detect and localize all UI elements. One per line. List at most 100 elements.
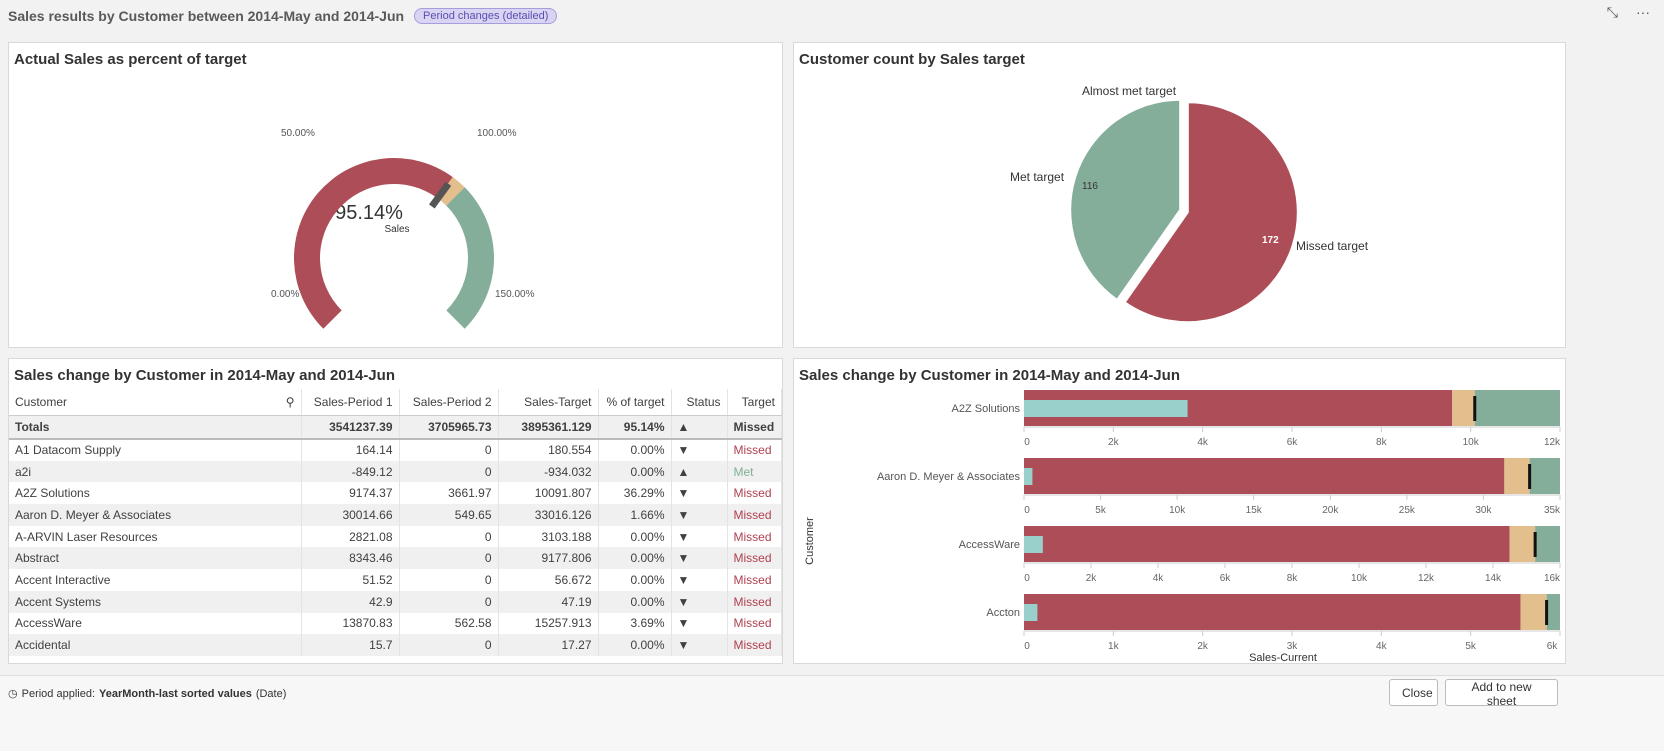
cell: 9174.37 xyxy=(301,482,400,505)
cell: ▼ xyxy=(671,439,728,461)
header: Sales results by Customer between 2014-M… xyxy=(8,6,558,26)
cell: A2Z Solutions xyxy=(9,482,302,505)
bullet-target-marker xyxy=(1545,600,1549,625)
cell: 30014.66 xyxy=(301,504,400,526)
cell: 0.00% xyxy=(598,547,672,570)
col-target[interactable]: Sales-Target xyxy=(498,389,599,416)
gauge-band xyxy=(437,177,465,206)
cell: 2821.08 xyxy=(301,525,400,548)
cell: 0.00% xyxy=(598,525,672,548)
cell: -849.12 xyxy=(301,460,400,483)
bullet-title: Sales change by Customer in 2014-May and… xyxy=(799,367,1180,384)
collapse-icon[interactable]: ⤡ xyxy=(1606,4,1618,20)
page-title: Sales results by Customer between 2014-M… xyxy=(8,8,405,24)
x-tick-label: 10k xyxy=(1169,505,1186,516)
cell: -934.032 xyxy=(498,460,599,483)
table-row[interactable]: A-ARVIN Laser Resources 2821.08 0 3103.188 0… xyxy=(9,525,782,548)
x-tick-label: 15k xyxy=(1246,505,1263,516)
cell: 549.65 xyxy=(399,504,499,526)
cell: 562.58 xyxy=(399,612,499,635)
x-tick-label: 20k xyxy=(1322,505,1339,516)
cell: AccessWare xyxy=(9,612,302,635)
search-icon[interactable]: ⚲ xyxy=(285,394,295,409)
bullet-chart: A2Z Solutions 0 2k 4k 6k 8k 10k 12k Aaron D. Mey… xyxy=(804,390,1561,663)
cell: 0.00% xyxy=(598,634,672,656)
cell: ▼ xyxy=(671,547,728,570)
cell: A1 Datacom Supply xyxy=(9,439,302,461)
x-tick-label: 2k xyxy=(1108,437,1120,448)
table-row[interactable]: Accent Systems 42.9 0 47.19 0.00% ▼ Missed xyxy=(9,590,782,613)
cell: Accidental xyxy=(9,634,302,656)
cell: Missed xyxy=(727,504,782,526)
cell: 0.00% xyxy=(598,460,672,483)
sales-table: Customer ⚲ Sales-Period 1 Sales-Period 2 … xyxy=(9,389,782,656)
bullet-category-label: A2Z Solutions xyxy=(952,403,1021,415)
table-row[interactable]: Accidental 15.7 0 17.27 0.00% ▼ Missed xyxy=(9,634,782,656)
table-row[interactable]: A1 Datacom Supply 164.14 0 180.554 0.00% ▼ Mis… xyxy=(9,439,782,461)
more-icon[interactable]: ··· xyxy=(1636,4,1650,20)
cell: 42.9 xyxy=(301,590,400,613)
table-row[interactable]: Accent Interactive 51.52 0 56.672 0.00% ▼ Miss… xyxy=(9,569,782,591)
table-row[interactable]: Abstract 8343.46 0 9177.806 0.00% ▼ Missed xyxy=(9,547,782,570)
cell: 51.52 xyxy=(301,569,400,591)
col-period2[interactable]: Sales-Period 2 xyxy=(399,389,499,416)
x-tick-label: 6k xyxy=(1547,641,1559,652)
cell: 0 xyxy=(399,569,499,591)
cell: 3895361.129 xyxy=(498,415,599,440)
col-customer[interactable]: Customer ⚲ xyxy=(9,389,302,416)
bullet-category-label: AccessWare xyxy=(959,539,1020,551)
close-button[interactable]: Close xyxy=(1389,679,1438,706)
gauge-band xyxy=(446,187,494,329)
col-status[interactable]: Status xyxy=(671,389,728,416)
period-badge[interactable]: Period changes (detailed) xyxy=(414,8,558,24)
table-row[interactable]: Aaron D. Meyer & Associates 30014.66 549.6… xyxy=(9,504,782,526)
col-period1[interactable]: Sales-Period 1 xyxy=(301,389,400,416)
bullet-range-missed xyxy=(1024,458,1505,494)
cell: ▲ xyxy=(671,415,728,440)
cell: 0 xyxy=(399,547,499,570)
gauge-band xyxy=(294,158,453,329)
cell: a2i xyxy=(9,460,302,483)
cell: 95.14% xyxy=(598,415,672,440)
gauge-tick: 150.00% xyxy=(495,289,535,300)
gauge-panel: Actual Sales as percent of target 95.14%… xyxy=(8,42,783,348)
cell: 56.672 xyxy=(498,569,599,591)
cell: 0.00% xyxy=(598,439,672,461)
col-pct[interactable]: % of target xyxy=(598,389,672,416)
totals-row[interactable]: Totals 3541237.39 3705965.73 3895361.129 95.… xyxy=(9,415,782,440)
cell: 10091.807 xyxy=(498,482,599,505)
cell: ▼ xyxy=(671,482,728,505)
cell: Abstract xyxy=(9,547,302,570)
cell: 3.69% xyxy=(598,612,672,635)
y-axis-label: Customer xyxy=(804,517,816,565)
bullet-range-almost xyxy=(1452,390,1475,426)
bullet-range-almost xyxy=(1520,594,1547,630)
bullet-range-met xyxy=(1546,594,1560,630)
cell: 0 xyxy=(399,634,499,656)
pie-title: Customer count by Sales target xyxy=(799,51,1025,68)
gauge-tick: 100.00% xyxy=(477,128,517,139)
x-axis-label: Sales-Current xyxy=(1249,652,1317,663)
table-row[interactable]: A2Z Solutions 9174.37 3661.97 10091.807 36.2… xyxy=(9,482,782,505)
table-row[interactable]: a2i -849.12 0 -934.032 0.00% ▲ Met xyxy=(9,460,782,483)
add-to-new-sheet-button[interactable]: Add to new sheet xyxy=(1445,679,1558,708)
cell: Missed xyxy=(727,482,782,505)
pie-value-met: 116 xyxy=(1082,181,1098,192)
bullet-range-met xyxy=(1535,526,1560,562)
cell: 15257.913 xyxy=(498,612,599,635)
cell: Aaron D. Meyer & Associates xyxy=(9,504,302,526)
cell: 36.29% xyxy=(598,482,672,505)
table-row[interactable]: AccessWare 13870.83 562.58 15257.913 3.69% ▼ M… xyxy=(9,612,782,635)
cell: ▼ xyxy=(671,504,728,526)
cell: ▼ xyxy=(671,525,728,548)
pie-slice xyxy=(1123,101,1299,324)
gauge-value: 95.14% xyxy=(335,202,403,224)
cell: 180.554 xyxy=(498,439,599,461)
col-target-status[interactable]: Target xyxy=(727,389,782,416)
cell: 3541237.39 xyxy=(301,415,400,440)
cell: 8343.46 xyxy=(301,547,400,570)
cell: Accent Interactive xyxy=(9,569,302,591)
x-tick-label: 8k xyxy=(1287,573,1299,584)
pie-panel: Customer count by Sales target Almost me… xyxy=(793,42,1566,348)
pie-label-met: Met target xyxy=(1010,170,1065,184)
